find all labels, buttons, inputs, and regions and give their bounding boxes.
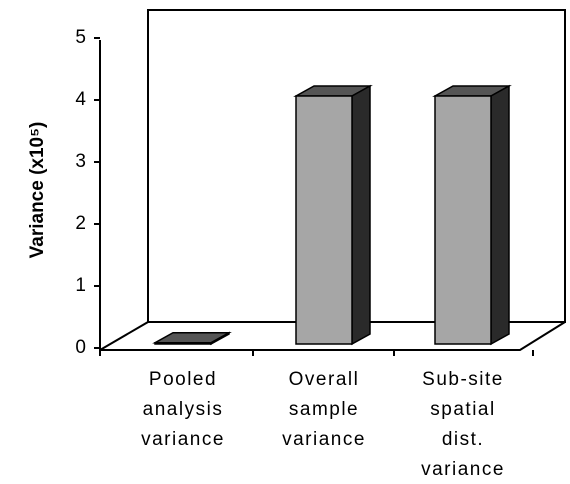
floor <box>100 321 566 351</box>
y-tick-label: 0 <box>75 337 86 358</box>
bar <box>152 331 232 346</box>
y-tick-label: 4 <box>75 89 86 110</box>
y-tick-label: 3 <box>75 151 86 172</box>
x-tick-label: Overall sample variance <box>282 369 366 450</box>
bar-side <box>351 84 371 346</box>
y-tick-label: 5 <box>75 27 86 48</box>
y-tick-label: 1 <box>75 275 86 296</box>
y-tick-label: 2 <box>75 213 86 234</box>
bar-top <box>152 332 232 344</box>
bar-side <box>490 84 510 346</box>
y-axis-label: Variance (x10⁵) <box>27 122 48 259</box>
bar-front <box>154 342 212 345</box>
bar <box>432 84 512 346</box>
bar <box>293 84 373 346</box>
x-tick-label: Sub-site spatial dist. variance <box>421 369 505 480</box>
bar-front <box>434 95 492 345</box>
bar-front <box>295 95 353 345</box>
x-tick-label: Pooled analysis variance <box>141 369 225 450</box>
